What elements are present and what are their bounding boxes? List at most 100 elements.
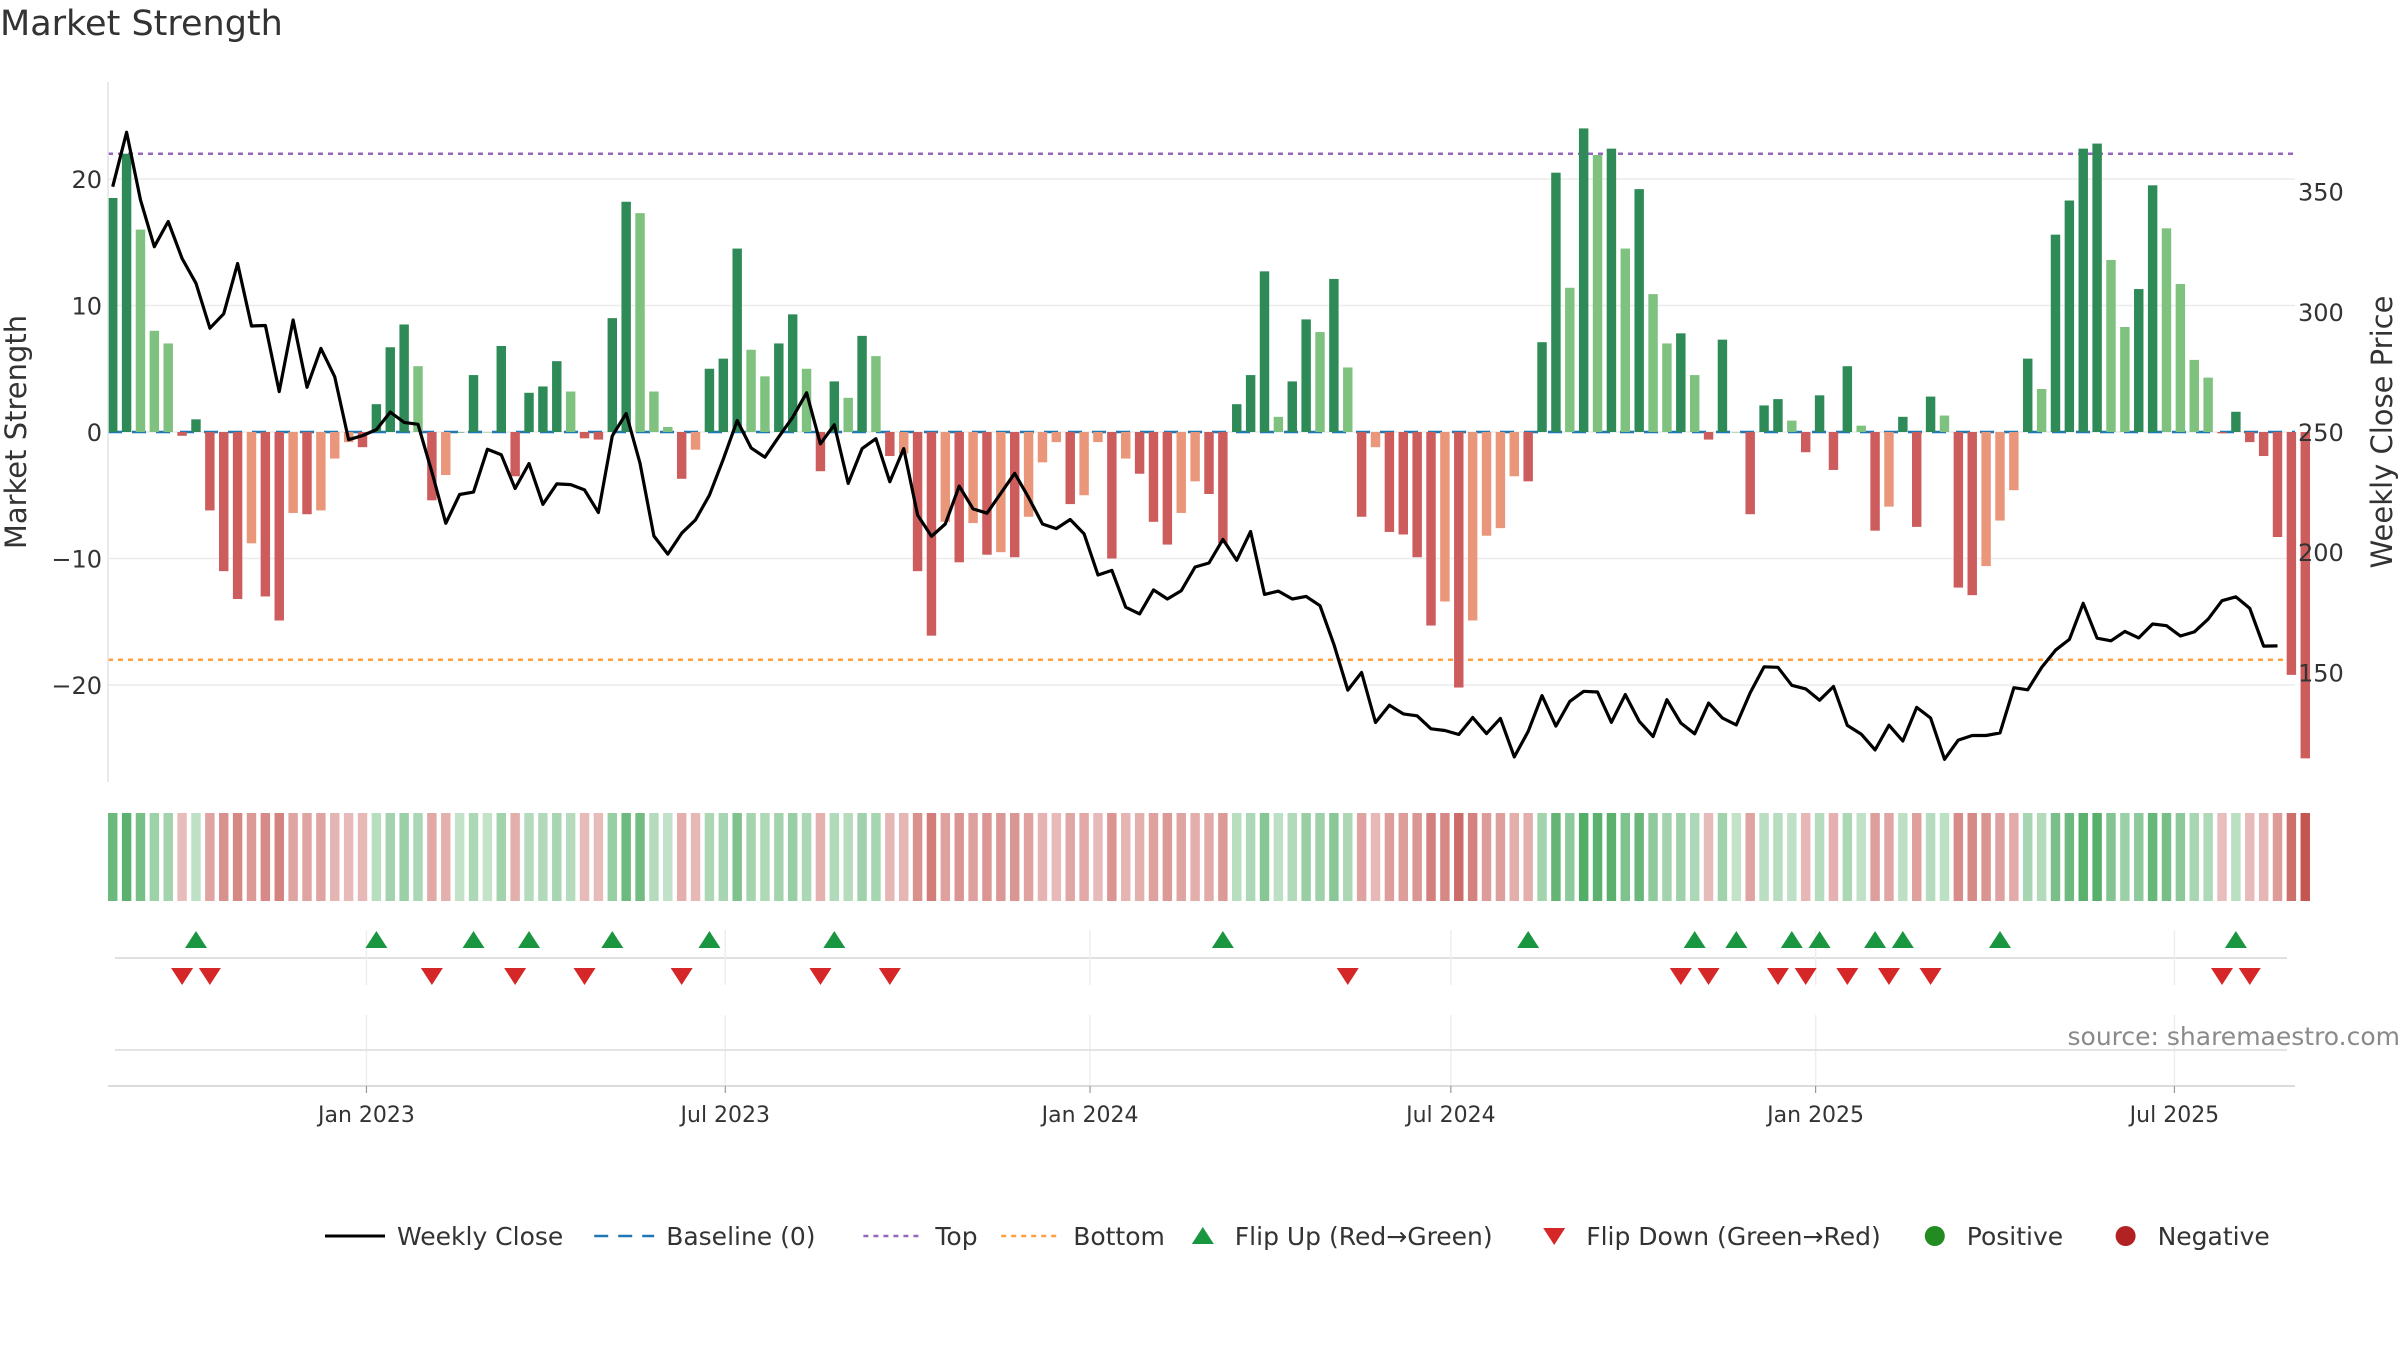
heat-cell [1953, 813, 1964, 901]
strength-bar [385, 347, 395, 432]
strength-bar [1412, 432, 1422, 558]
strength-bar [302, 432, 312, 515]
strength-bar [1259, 271, 1270, 432]
heat-cell [1273, 813, 1284, 901]
flip-up-marker [601, 931, 624, 948]
flip-up-marker [1517, 931, 1540, 948]
strength-bar [441, 432, 451, 476]
strength-bar [1232, 404, 1242, 432]
heat-cell [1107, 813, 1117, 901]
strength-bar [1800, 432, 1811, 453]
heat-cell [2092, 813, 2102, 901]
strength-bar [482, 432, 493, 433]
strength-bar [232, 432, 243, 599]
strength-bar [1134, 432, 1145, 474]
strength-bar [1218, 432, 1228, 544]
heat-cell [399, 813, 409, 901]
heat-cell [2161, 813, 2172, 901]
strength-bar [982, 432, 992, 555]
heat-cell [330, 813, 340, 901]
heat-cell [108, 813, 118, 901]
strength-bar [288, 432, 298, 513]
legend-label: Bottom [1073, 1222, 1165, 1251]
heat-cell [454, 813, 465, 901]
strength-bar [205, 432, 215, 511]
heat-cell [829, 813, 840, 901]
heat-cell [2300, 813, 2310, 901]
heat-cell [1190, 813, 1200, 901]
strength-bar [1523, 432, 1533, 482]
heat-cell [413, 813, 423, 901]
strength-bar [274, 432, 284, 621]
strength-bar [1884, 432, 1894, 507]
strength-bar [1537, 342, 1547, 432]
heat-cell [1967, 813, 1977, 901]
strength-bar [1121, 432, 1131, 459]
strength-bar [330, 432, 340, 459]
heat-cell [205, 813, 215, 901]
heat-cell [912, 813, 923, 901]
strength-bar [1037, 432, 1048, 463]
heat-cell [1814, 813, 1825, 901]
heat-cell [1606, 813, 1617, 901]
heat-cell [718, 813, 729, 901]
heat-cell [774, 813, 784, 901]
strength-bar [1093, 432, 1103, 443]
heat-cell [607, 813, 618, 901]
heat-cell [2050, 813, 2061, 901]
x-tick-label: Jul 2025 [2128, 1103, 2220, 1128]
strength-bar [1481, 432, 1492, 536]
strength-bar [787, 314, 798, 432]
flip-up-marker [1864, 931, 1887, 948]
strength-bar [2009, 432, 2019, 491]
flip-down-marker [171, 968, 194, 985]
heat-cell [371, 813, 382, 901]
flip-down-marker [809, 968, 832, 985]
heat-cell [246, 813, 257, 901]
heat-cell [1218, 813, 1228, 901]
flip-up-marker [1808, 931, 1831, 948]
strength-bar [2078, 148, 2088, 432]
heat-cell [676, 813, 687, 901]
heat-cell [982, 813, 992, 901]
strength-bar [468, 375, 479, 432]
flip-up-marker [1891, 931, 1914, 948]
heat-cell [1925, 813, 1936, 901]
heat-cell [1648, 813, 1658, 901]
y-tick-label: 20 [71, 166, 102, 194]
strength-bar [1426, 432, 1436, 626]
strength-bar [940, 432, 951, 522]
flip-down-marker [670, 968, 693, 985]
y2-tick-label: 150 [2298, 659, 2344, 687]
flip-up-marker [698, 931, 721, 948]
strength-bar [1717, 339, 1728, 432]
heat-cell [1121, 813, 1131, 901]
heat-cell [219, 813, 229, 901]
flip-down-marker [1766, 968, 1789, 985]
heat-cell [427, 813, 437, 901]
legend-label: Baseline (0) [666, 1222, 815, 1251]
strength-bar [1273, 416, 1284, 432]
strength-bar [565, 391, 576, 432]
strength-bar [1634, 189, 1644, 432]
strength-bar [399, 324, 409, 432]
strength-bar [1689, 375, 1700, 432]
bottom-panel: Jan 2023 Jul 2023 Jan 2024 Jul 2024 Jan 2025… [108, 1015, 2295, 1128]
strength-bar [1287, 381, 1297, 432]
heat-cell [579, 813, 590, 901]
y2-axis-title: Weekly Close Price [2365, 296, 2399, 569]
strength-bar [760, 376, 770, 432]
heat-cell [302, 813, 312, 901]
strength-bar [857, 335, 867, 432]
strength-bar [718, 358, 729, 432]
flip-down-marker [1669, 968, 1692, 985]
strength-bar [635, 213, 645, 432]
heat-cell [1662, 813, 1672, 901]
strength-bar [1162, 432, 1173, 545]
heat-cell [1148, 813, 1159, 901]
heat-cell [996, 813, 1006, 901]
heat-cell [871, 813, 881, 901]
strength-bar [2231, 411, 2241, 432]
strength-bar [1176, 432, 1186, 513]
y-tick-label: 10 [71, 293, 102, 321]
